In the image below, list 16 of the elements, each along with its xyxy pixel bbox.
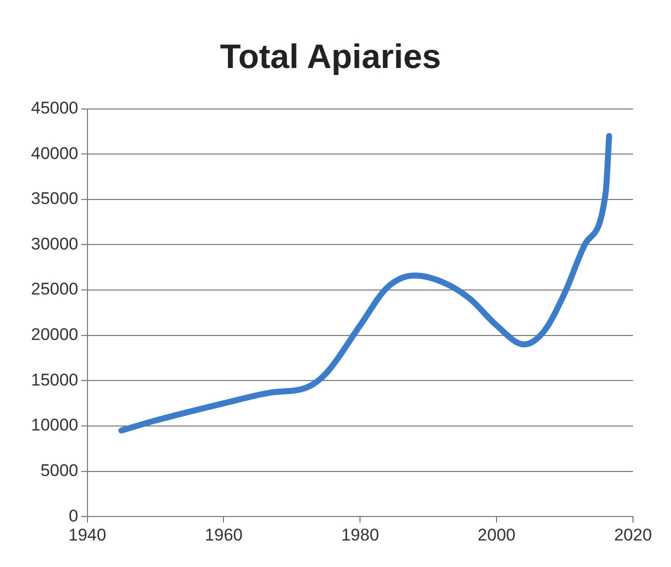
y-tick-label: 0 xyxy=(68,506,78,526)
chart-title: Total Apiaries xyxy=(220,38,442,76)
x-tick-label: 1960 xyxy=(204,525,243,544)
x-tick-label: 1980 xyxy=(341,525,380,544)
y-tick-label: 20000 xyxy=(30,325,78,344)
y-tick-label: 10000 xyxy=(30,416,78,435)
y-tick-label: 5000 xyxy=(40,460,78,480)
y-tick-label: 45000 xyxy=(30,98,78,118)
x-tick-label: 2000 xyxy=(478,525,516,544)
y-tick-label: 40000 xyxy=(30,144,78,163)
x-tick-label: 2020 xyxy=(614,525,652,544)
x-tick-label: 1940 xyxy=(68,525,106,544)
y-tick-label: 15000 xyxy=(30,370,78,390)
y-tick-label: 35000 xyxy=(30,189,78,208)
y-tick-label: 30000 xyxy=(30,234,78,254)
y-tick-label: 25000 xyxy=(30,280,78,299)
